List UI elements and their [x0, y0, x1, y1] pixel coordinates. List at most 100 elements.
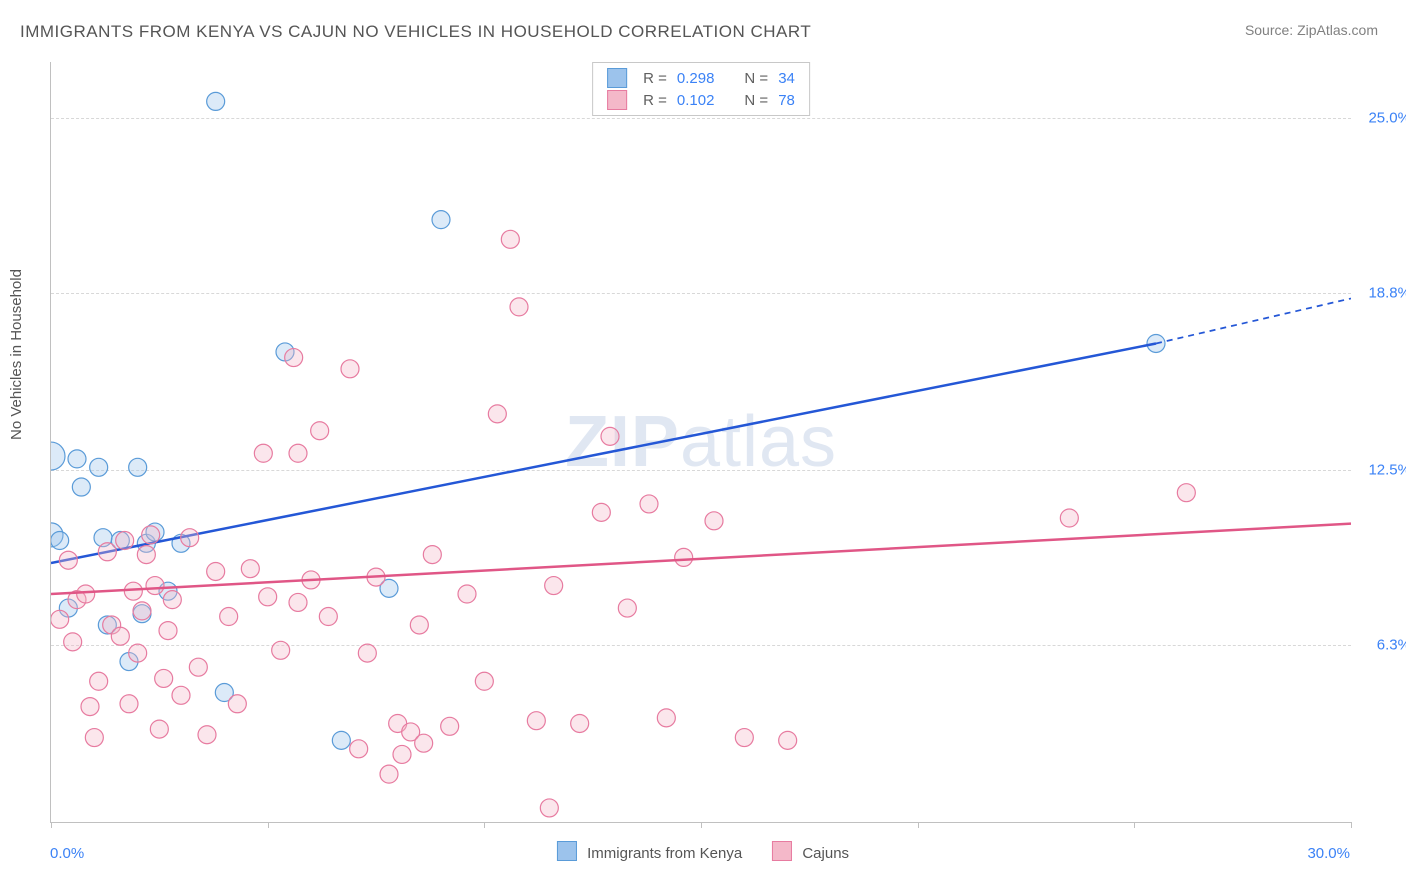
r-value-2: 0.102 — [677, 92, 715, 109]
data-point — [124, 582, 142, 600]
data-point — [220, 608, 238, 626]
trend-line — [51, 343, 1156, 563]
data-point — [571, 714, 589, 732]
x-tick-mark — [51, 822, 52, 828]
data-point — [146, 577, 164, 595]
data-point — [640, 495, 658, 513]
data-point — [1060, 509, 1078, 527]
data-point — [111, 627, 129, 645]
n-label-1: N = — [744, 70, 768, 87]
data-point — [120, 695, 138, 713]
plot-area: ZIPatlas R = 0.298 N = 34 R = 0.102 N = … — [50, 62, 1351, 823]
data-point — [475, 672, 493, 690]
data-point — [350, 740, 368, 758]
data-point — [380, 765, 398, 783]
data-point — [198, 726, 216, 744]
data-point — [675, 548, 693, 566]
data-point — [289, 444, 307, 462]
data-point — [241, 560, 259, 578]
legend-item-2: Cajuns — [772, 841, 849, 862]
data-point — [51, 532, 69, 550]
data-point — [779, 731, 797, 749]
n-value-1: 34 — [778, 70, 795, 87]
data-point — [68, 450, 86, 468]
x-axis-max: 30.0% — [1307, 845, 1350, 862]
x-axis-min: 0.0% — [50, 845, 84, 862]
legend-swatch-2 — [772, 841, 792, 861]
data-point — [735, 729, 753, 747]
x-tick-mark — [268, 822, 269, 828]
data-point — [150, 720, 168, 738]
data-point — [51, 610, 69, 628]
data-point — [137, 546, 155, 564]
data-point — [129, 644, 147, 662]
r-label-1: R = — [643, 70, 667, 87]
data-point — [415, 734, 433, 752]
x-tick-mark — [1134, 822, 1135, 828]
data-point — [77, 585, 95, 603]
data-point — [254, 444, 272, 462]
legend-item-1: Immigrants from Kenya — [557, 841, 742, 862]
r-label-2: R = — [643, 92, 667, 109]
data-point — [90, 458, 108, 476]
bottom-legend: Immigrants from Kenya Cajuns — [557, 841, 849, 862]
data-point — [98, 543, 116, 561]
trend-line — [51, 524, 1351, 594]
data-point — [510, 298, 528, 316]
data-point — [207, 92, 225, 110]
data-point — [311, 422, 329, 440]
legend-label-1: Immigrants from Kenya — [587, 845, 742, 862]
stats-row-2: R = 0.102 N = 78 — [607, 89, 795, 111]
y-tick-label: 6.3% — [1361, 636, 1406, 653]
swatch-series1 — [607, 68, 627, 88]
y-tick-label: 12.5% — [1361, 462, 1406, 479]
n-label-2: N = — [744, 92, 768, 109]
data-point — [289, 593, 307, 611]
source-attribution: Source: ZipAtlas.com — [1245, 22, 1378, 38]
data-point — [272, 641, 290, 659]
data-point — [432, 211, 450, 229]
data-point — [540, 799, 558, 817]
data-point — [1177, 484, 1195, 502]
x-tick-mark — [484, 822, 485, 828]
data-point — [142, 526, 160, 544]
data-point — [81, 698, 99, 716]
chart-title: IMMIGRANTS FROM KENYA VS CAJUN NO VEHICL… — [20, 22, 811, 42]
stats-legend: R = 0.298 N = 34 R = 0.102 N = 78 — [592, 62, 810, 116]
data-point — [423, 546, 441, 564]
data-point — [601, 427, 619, 445]
legend-swatch-1 — [557, 841, 577, 861]
data-point — [618, 599, 636, 617]
data-point — [129, 458, 147, 476]
legend-label-2: Cajuns — [802, 845, 849, 862]
data-point — [545, 577, 563, 595]
data-point — [51, 442, 65, 470]
data-point — [332, 731, 350, 749]
data-point — [228, 695, 246, 713]
swatch-series2 — [607, 90, 627, 110]
n-value-2: 78 — [778, 92, 795, 109]
data-point — [285, 349, 303, 367]
data-point — [501, 230, 519, 248]
data-point — [458, 585, 476, 603]
x-tick-mark — [701, 822, 702, 828]
data-point — [181, 529, 199, 547]
x-tick-mark — [1351, 822, 1352, 828]
data-point — [393, 745, 411, 763]
data-point — [358, 644, 376, 662]
data-point — [155, 669, 173, 687]
data-point — [410, 616, 428, 634]
data-point — [64, 633, 82, 651]
data-point — [705, 512, 723, 530]
data-point — [259, 588, 277, 606]
data-point — [319, 608, 337, 626]
stats-row-1: R = 0.298 N = 34 — [607, 67, 795, 89]
trend-line-dash — [1156, 298, 1351, 343]
data-point — [90, 672, 108, 690]
data-point — [488, 405, 506, 423]
data-point — [72, 478, 90, 496]
data-point — [592, 503, 610, 521]
y-axis-label: No Vehicles in Household — [8, 269, 25, 440]
data-point — [172, 686, 190, 704]
data-point — [207, 562, 225, 580]
